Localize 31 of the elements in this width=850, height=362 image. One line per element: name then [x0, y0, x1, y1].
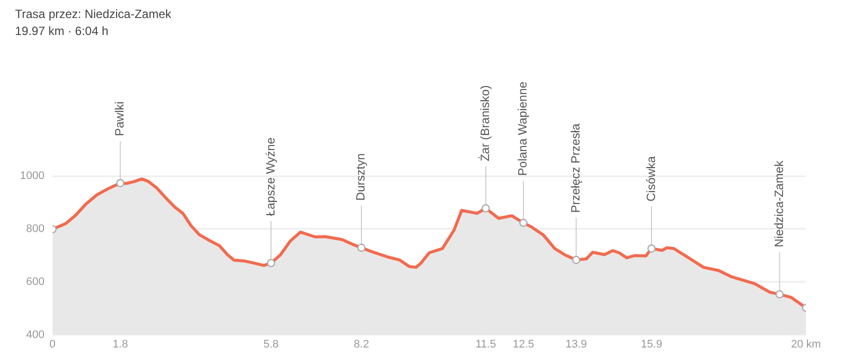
- point: [482, 204, 490, 212]
- ref-line-label: Cisówka: [644, 156, 658, 202]
- x-tick-label: 5.8: [263, 338, 279, 350]
- x-tick-label: 15.9: [640, 338, 662, 350]
- y-tick-label: 600: [26, 276, 44, 288]
- chart-subtitle: 19.97 km · 6:04 h: [15, 23, 110, 40]
- ref-line-label: Niedzica-Zamek: [772, 160, 786, 248]
- point: [572, 256, 580, 264]
- x-tick-label: 8.2: [354, 338, 370, 350]
- x-tick-label: 0: [49, 338, 56, 350]
- y-tick-label: 400: [26, 328, 44, 341]
- point: [519, 218, 528, 227]
- ref-line-label: Dursztyn: [354, 153, 368, 201]
- x-tick-label: 11.5: [475, 338, 496, 350]
- ref-line-label: Przełęcz Przesła: [568, 123, 582, 213]
- point: [357, 244, 366, 252]
- point: [647, 244, 656, 253]
- point: [266, 258, 276, 268]
- ref-line-label: Żar (Branisko): [478, 85, 492, 162]
- ref-line-label: Pawlki: [112, 101, 127, 136]
- y-tick-label: 800: [26, 222, 44, 235]
- ref-line-label: Polana Wapienne: [516, 81, 530, 176]
- point: [776, 290, 784, 298]
- ref-line-label: Łapsze Wyżne: [263, 137, 278, 216]
- x-tick-label: 20 km: [791, 338, 821, 350]
- point: [116, 179, 124, 188]
- y-tick-label: 1000: [20, 170, 44, 182]
- x-tick-label: 12.5: [512, 338, 534, 350]
- chart-title: Trasa przez: Niedzica-Zamek: [15, 6, 172, 23]
- x-tick-label: 1.8: [112, 338, 128, 350]
- x-tick-label: 13.9: [565, 338, 587, 350]
